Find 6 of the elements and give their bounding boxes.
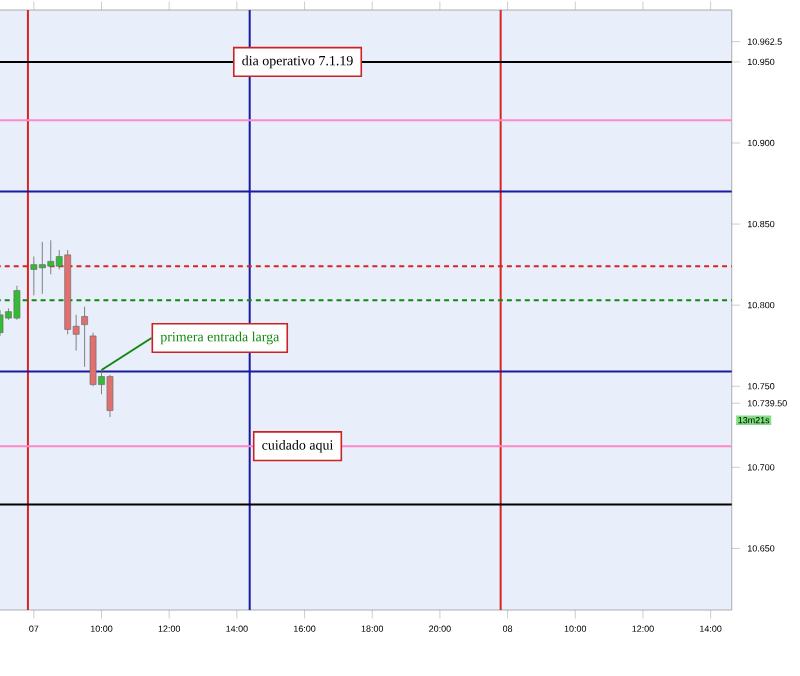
candlestick xyxy=(38,241,46,295)
candlestick xyxy=(13,285,21,321)
candlestick xyxy=(47,239,55,275)
candlestick xyxy=(30,256,38,296)
candlestick xyxy=(106,374,114,418)
candlestick xyxy=(81,306,88,368)
